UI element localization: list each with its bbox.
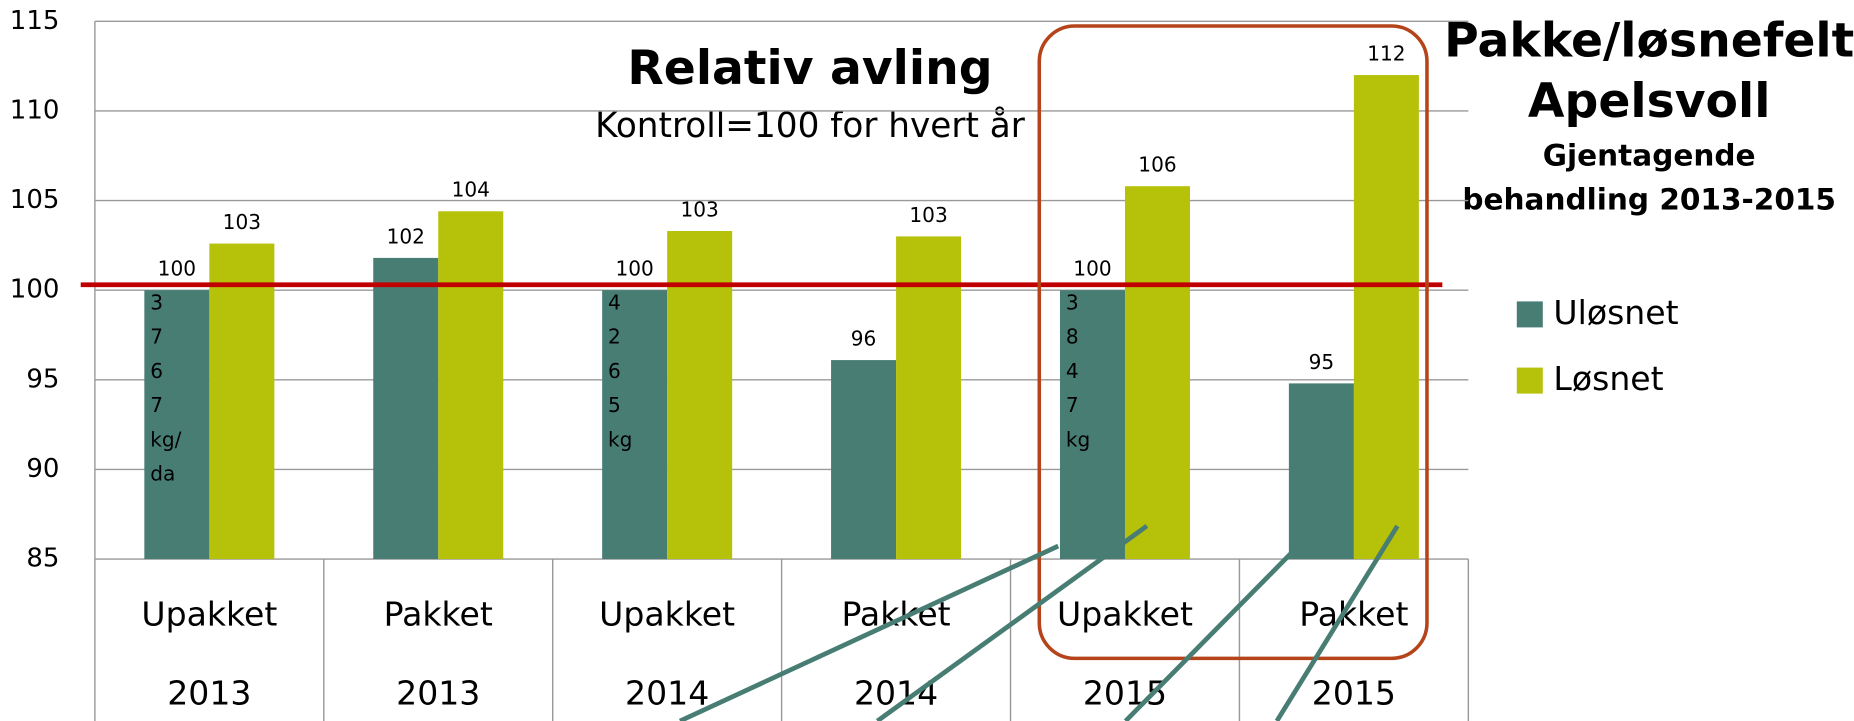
x-group-label: 2013 bbox=[396, 673, 480, 712]
legend-swatch bbox=[1516, 367, 1543, 394]
chart-subtitle: Kontroll=100 for hvert år bbox=[595, 106, 1026, 146]
y-tick-label: 95 bbox=[26, 364, 59, 394]
bar bbox=[144, 290, 210, 560]
bar-note: kg bbox=[1066, 427, 1090, 451]
bar bbox=[667, 231, 733, 560]
side-subtitle: Gjentagende bbox=[1543, 139, 1756, 173]
y-tick-label: 105 bbox=[10, 185, 60, 215]
legend-label: Løsnet bbox=[1553, 359, 1663, 398]
side-title: Pakke/løsnefelt bbox=[1444, 14, 1854, 69]
x-tick-label: Pakket bbox=[841, 594, 950, 633]
y-tick-label: 90 bbox=[26, 454, 59, 484]
bar-note: 4 bbox=[608, 290, 621, 314]
bar-note: da bbox=[150, 462, 175, 486]
data-label: 103 bbox=[909, 203, 947, 227]
x-tick-label: Upakket bbox=[599, 594, 735, 633]
x-group-label: 2015 bbox=[1312, 673, 1396, 712]
bar-note: 5 bbox=[608, 393, 621, 417]
chart-title: Relativ avling bbox=[627, 41, 992, 96]
bar-note: kg/ bbox=[150, 427, 181, 451]
callout-line bbox=[1123, 542, 1303, 721]
bar bbox=[1288, 383, 1354, 560]
bar bbox=[209, 243, 275, 560]
bar-note: 6 bbox=[150, 359, 163, 383]
bar-note: 7 bbox=[1066, 393, 1079, 417]
bar bbox=[438, 211, 504, 560]
bar bbox=[896, 236, 962, 560]
bar bbox=[602, 290, 668, 560]
bar-note: 7 bbox=[150, 393, 163, 417]
legend-swatch bbox=[1516, 301, 1543, 328]
bar bbox=[1353, 75, 1419, 560]
bar bbox=[1124, 186, 1190, 560]
callout-line bbox=[678, 543, 1060, 721]
y-tick-label: 115 bbox=[10, 6, 60, 36]
data-label: 112 bbox=[1367, 41, 1405, 65]
x-tick-label: Upakket bbox=[1057, 594, 1193, 633]
callout-line bbox=[1274, 524, 1400, 721]
y-tick-label: 100 bbox=[10, 275, 60, 305]
data-label: 103 bbox=[223, 210, 261, 234]
bar-note: 8 bbox=[1066, 325, 1079, 349]
bar-note: 3 bbox=[1066, 290, 1079, 314]
data-label: 103 bbox=[681, 197, 719, 221]
bar-note: kg bbox=[608, 427, 632, 451]
legend-label: Uløsnet bbox=[1553, 293, 1678, 332]
data-label: 100 bbox=[615, 257, 653, 281]
bar-note: 4 bbox=[1066, 359, 1079, 383]
y-tick-label: 85 bbox=[26, 544, 59, 574]
bar bbox=[831, 360, 897, 560]
data-label: 96 bbox=[851, 326, 877, 350]
bar-note: 3 bbox=[150, 290, 163, 314]
data-label: 100 bbox=[158, 257, 196, 281]
y-tick-label: 110 bbox=[10, 95, 60, 125]
side-subtitle: behandling 2013-2015 bbox=[1462, 182, 1836, 216]
data-label: 102 bbox=[387, 224, 425, 248]
callout-line bbox=[875, 524, 1149, 721]
data-label: 104 bbox=[452, 178, 490, 202]
data-label: 100 bbox=[1073, 257, 1111, 281]
highlight-box bbox=[1037, 24, 1429, 661]
data-label: 106 bbox=[1138, 153, 1176, 177]
bar bbox=[1059, 290, 1125, 560]
bar-note: 6 bbox=[608, 359, 621, 383]
bar bbox=[373, 257, 439, 560]
x-tick-label: Pakket bbox=[384, 594, 493, 633]
x-group-label: 2013 bbox=[167, 673, 251, 712]
x-group-label: 2014 bbox=[625, 673, 709, 712]
bar-note: 2 bbox=[608, 325, 621, 349]
bar-note: 7 bbox=[150, 325, 163, 349]
side-title: Apelsvoll bbox=[1528, 74, 1771, 129]
x-tick-label: Upakket bbox=[141, 594, 277, 633]
data-label: 95 bbox=[1309, 350, 1335, 374]
